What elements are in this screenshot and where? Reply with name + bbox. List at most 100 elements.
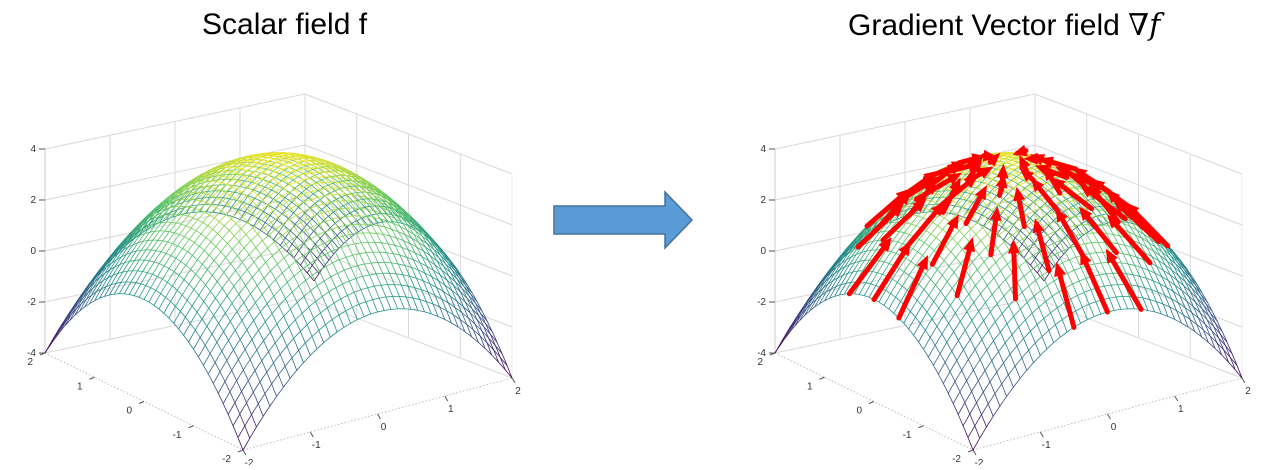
mesh-line <box>446 261 451 267</box>
mesh-line <box>176 188 180 192</box>
mesh-line <box>301 190 305 194</box>
mesh-line <box>310 227 314 232</box>
mesh-line <box>393 268 397 274</box>
mesh-line <box>270 158 274 161</box>
mesh-line <box>292 198 296 202</box>
mesh-line <box>347 169 351 173</box>
mesh-line <box>52 338 56 343</box>
mesh-line <box>336 197 340 200</box>
mesh-line <box>446 293 451 297</box>
mesh-line <box>341 221 345 226</box>
mesh-line <box>239 198 244 203</box>
mesh-line <box>261 172 265 175</box>
mesh-line <box>424 272 428 279</box>
mesh-line <box>348 175 353 178</box>
z-tick-label: -4 <box>27 348 36 359</box>
mesh-line <box>186 212 190 214</box>
mesh-line <box>259 199 264 203</box>
mesh-line <box>287 192 291 196</box>
mesh-line <box>389 221 394 224</box>
mesh-line <box>304 184 309 187</box>
mesh-line <box>259 163 263 166</box>
mesh-line <box>310 250 315 255</box>
mesh-line <box>455 290 459 297</box>
mesh-line <box>307 175 311 179</box>
mesh-line <box>287 181 291 185</box>
mesh-line <box>132 239 137 245</box>
mesh-line <box>464 331 469 335</box>
mesh-line <box>274 161 279 163</box>
mesh-line <box>440 255 444 260</box>
mesh-line <box>170 217 175 223</box>
mesh-line <box>388 206 393 209</box>
mesh-line <box>329 176 333 180</box>
mesh-line <box>274 175 278 178</box>
mesh-line <box>355 231 359 234</box>
mesh-line <box>157 208 161 212</box>
mesh-line <box>199 207 203 213</box>
mesh-line <box>219 176 224 180</box>
mesh-line <box>393 253 397 255</box>
mesh-line <box>256 207 261 211</box>
mesh-line <box>324 210 329 213</box>
mesh-line <box>440 263 444 267</box>
mesh-line <box>237 177 241 181</box>
mesh-line <box>243 160 247 163</box>
mesh-line <box>361 208 366 210</box>
mesh-line <box>311 199 315 203</box>
mesh-line <box>210 178 214 182</box>
mesh-line <box>209 195 214 200</box>
mesh-line <box>299 215 303 219</box>
mesh-line <box>377 199 381 201</box>
mesh-line <box>242 186 247 189</box>
mesh-line <box>437 269 441 276</box>
mesh-line <box>358 195 362 200</box>
mesh-line <box>216 178 221 182</box>
mesh-line <box>389 252 394 254</box>
mesh-line <box>445 254 449 259</box>
mesh-line <box>365 180 370 183</box>
mesh-line <box>309 206 314 209</box>
mesh-line <box>339 187 343 192</box>
mesh-line <box>386 201 390 206</box>
mesh-line <box>306 192 310 197</box>
mesh-line <box>381 242 385 248</box>
mesh-line <box>274 198 279 201</box>
mesh-line <box>288 167 292 170</box>
mesh-line <box>369 195 374 200</box>
surface-mesh <box>44 152 513 451</box>
mesh-line <box>201 210 205 213</box>
mesh-line <box>279 175 283 179</box>
mesh-line <box>306 168 310 171</box>
mesh-line <box>354 210 359 215</box>
mesh-line <box>250 155 254 158</box>
mesh-line <box>231 183 236 187</box>
mesh-line <box>287 230 291 235</box>
mesh-line <box>145 226 149 231</box>
mesh-line <box>293 181 297 184</box>
mesh-line <box>207 191 212 195</box>
mesh-line <box>220 207 225 212</box>
y-tick-mark <box>39 352 46 356</box>
mesh-line <box>180 185 184 189</box>
mesh-line <box>425 286 429 293</box>
mesh-line <box>298 158 302 161</box>
mesh-line <box>431 276 435 283</box>
mesh-line <box>203 176 207 178</box>
mesh-line <box>304 180 309 184</box>
mesh-line <box>347 212 351 215</box>
mesh-line <box>196 196 201 201</box>
mesh-line <box>445 263 449 269</box>
mesh-line <box>134 227 139 232</box>
mesh-line <box>362 182 366 184</box>
mesh-line <box>375 221 379 226</box>
mesh-line <box>423 280 427 283</box>
mesh-line <box>214 175 219 179</box>
mesh-line <box>189 206 193 209</box>
mesh-line <box>267 188 272 191</box>
mesh-line <box>423 234 427 239</box>
mesh-line <box>262 222 266 227</box>
mesh-line <box>330 253 335 258</box>
mesh-line <box>221 204 225 207</box>
mesh-line <box>481 345 486 349</box>
